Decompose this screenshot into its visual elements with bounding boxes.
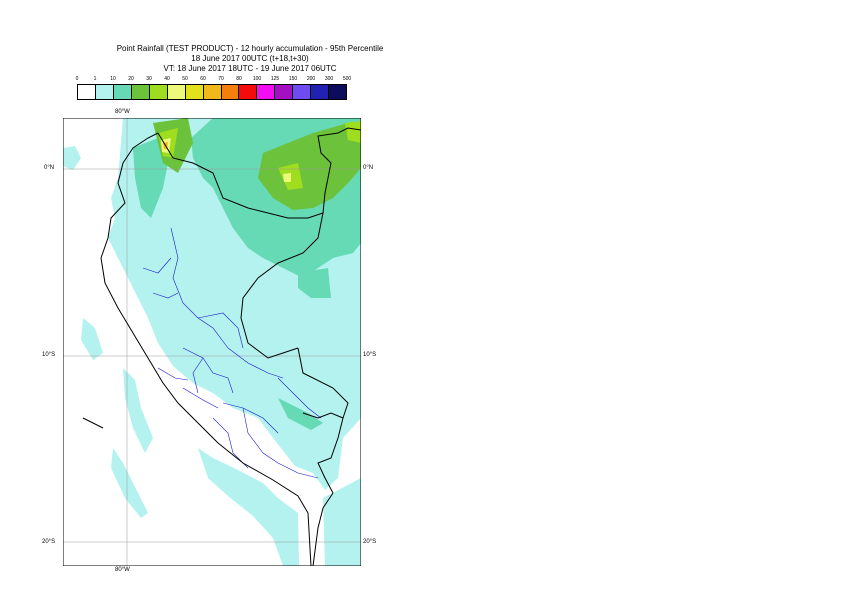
- legend-tick-labels: 0 1 10 20 30 40 50 60 70 80 100 125 150 200 300 500: [75, 76, 352, 84]
- lon-label-top: 80°W: [115, 109, 130, 115]
- rain-area-20-30mm: [258, 123, 361, 210]
- lat-label-left-0: 0°N: [44, 165, 55, 171]
- legend-swatch: [239, 85, 258, 99]
- rain-area-coast-5: [111, 448, 148, 518]
- legend-tick-label: 300: [324, 76, 334, 82]
- run-time-label: 18 June 2017 00UTC (t+18,t+30): [191, 54, 309, 63]
- rain-area-10-20mm-se: [278, 398, 323, 430]
- legend-swatch: [185, 85, 204, 99]
- legend-swatch: [275, 85, 294, 99]
- legend-tick-label: 150: [288, 76, 298, 82]
- national-borders: [82, 127, 361, 566]
- legend-tick-label: 20: [128, 76, 134, 82]
- lat-label-right-10s: 10°S: [363, 352, 377, 358]
- legend-swatch: [257, 85, 276, 99]
- lat-label-left-10s: 10°S: [42, 352, 56, 358]
- legend-swatch: [293, 85, 312, 99]
- rain-area-30-40mm-ne: [345, 121, 361, 143]
- lat-label-right-0: 0°N: [363, 165, 374, 171]
- rain-area-10-20mm-mid: [298, 268, 331, 298]
- legend-tick-label: 50: [182, 76, 188, 82]
- legend-tick-label: 125: [270, 76, 280, 82]
- legend-tick-label: 40: [164, 76, 170, 82]
- legend-swatch: [78, 85, 96, 99]
- legend-tick-label: 30: [146, 76, 152, 82]
- valid-time-label: VT: 18 June 2017 18UTC - 19 June 2017 06…: [163, 64, 337, 73]
- lon-label-bottom: 80°W: [115, 567, 130, 573]
- legend-swatch: [329, 85, 347, 99]
- legend-tick-label: 0: [75, 76, 79, 82]
- rain-area-10-20mm-west: [133, 138, 168, 218]
- legend-tick-label: 500: [342, 76, 352, 82]
- lat-label-left-20s: 20°S: [42, 539, 56, 545]
- legend-tick-label: 100: [252, 76, 262, 82]
- legend-tick-label: 200: [306, 76, 316, 82]
- rain-area-40-50mm-e: [283, 173, 291, 182]
- legend-swatch: [203, 85, 222, 99]
- rain-area-coast-4: [198, 448, 299, 566]
- legend-tick-label: 10: [110, 76, 116, 82]
- legend-tick-label: 80: [236, 76, 242, 82]
- color-legend: [77, 84, 347, 100]
- legend-swatch: [131, 85, 150, 99]
- regional-borders: [142, 227, 322, 479]
- legend-swatch: [167, 85, 186, 99]
- lat-label-right-20s: 20°S: [363, 539, 377, 545]
- rain-area-south: [323, 478, 361, 566]
- legend-tick-label: 60: [200, 76, 206, 82]
- rain-area-coast-1: [63, 146, 81, 170]
- legend-swatch: [311, 85, 330, 99]
- rain-area-coast-2: [81, 318, 103, 360]
- rainfall-map: [63, 118, 361, 566]
- legend-swatch: [95, 85, 114, 99]
- legend-tick-label: 70: [218, 76, 224, 82]
- map-title: Point Rainfall (TEST PRODUCT) - 12 hourl…: [116, 44, 384, 53]
- legend-swatch: [149, 85, 168, 99]
- legend-swatch: [113, 85, 132, 99]
- legend-tick-label: 1: [93, 76, 97, 82]
- rain-area-coast-3: [123, 368, 153, 453]
- legend-swatch: [221, 85, 240, 99]
